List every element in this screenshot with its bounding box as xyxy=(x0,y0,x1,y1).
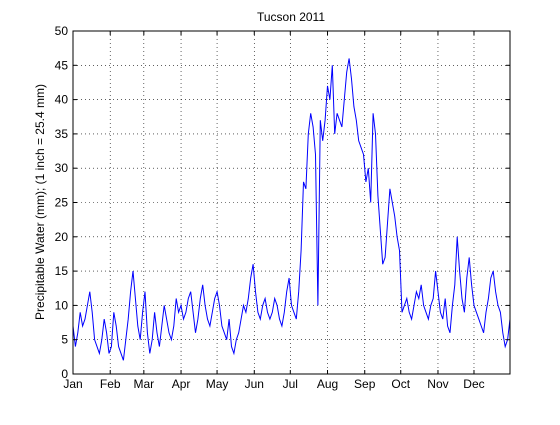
y-tick-label: 10 xyxy=(55,298,69,312)
x-tick-label: Jun xyxy=(245,377,264,391)
y-tick-label: 20 xyxy=(55,230,69,244)
plot-area xyxy=(73,31,510,374)
x-tick-label: Oct xyxy=(391,377,410,391)
y-tick-label: 30 xyxy=(55,161,69,175)
x-tick-label: Nov xyxy=(427,377,448,391)
y-tick-label: 45 xyxy=(55,58,69,72)
x-tick-label: Aug xyxy=(317,377,338,391)
axis-ticks xyxy=(72,30,510,375)
x-tick-label: May xyxy=(206,377,229,391)
y-tick-label: 40 xyxy=(55,93,69,107)
y-tick-label: 15 xyxy=(55,264,69,278)
chart-title: Tucson 2011 xyxy=(257,10,325,24)
precipitable-water-line xyxy=(72,58,511,361)
y-tick-labels: 0 5 10 15 20 25 30 35 40 45 50 xyxy=(55,24,69,381)
y-tick-label: 0 xyxy=(61,367,68,381)
x-tick-label: Jul xyxy=(283,377,298,391)
x-tick-label: Mar xyxy=(133,377,154,391)
x-tick-label: Sep xyxy=(354,377,376,391)
y-tick-label: 5 xyxy=(61,333,68,347)
x-tick-labels: Jan Feb Mar Apr May Jun Jul Aug Sep Oct Nov Dec xyxy=(63,377,484,391)
y-tick-label: 25 xyxy=(55,196,69,210)
y-tick-label: 35 xyxy=(55,127,69,141)
x-tick-label: Dec xyxy=(463,377,484,391)
x-tick-label: Jan xyxy=(63,377,82,391)
x-tick-label: Apr xyxy=(172,377,191,391)
x-tick-label: Feb xyxy=(100,377,121,391)
y-tick-label: 50 xyxy=(55,24,69,38)
y-axis-label: Precipitable Water (mm); (1 inch = 25.4 … xyxy=(33,84,47,320)
